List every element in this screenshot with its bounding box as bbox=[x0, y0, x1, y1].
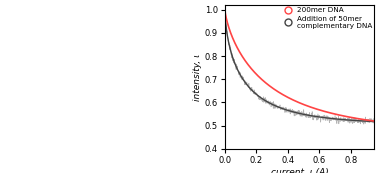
Legend: 200mer DNA, Addition of 50mer
complementary DNA: 200mer DNA, Addition of 50mer complement… bbox=[280, 7, 373, 29]
Y-axis label: intensity, ι: intensity, ι bbox=[193, 53, 202, 101]
X-axis label: current, ι (A): current, ι (A) bbox=[271, 167, 328, 173]
